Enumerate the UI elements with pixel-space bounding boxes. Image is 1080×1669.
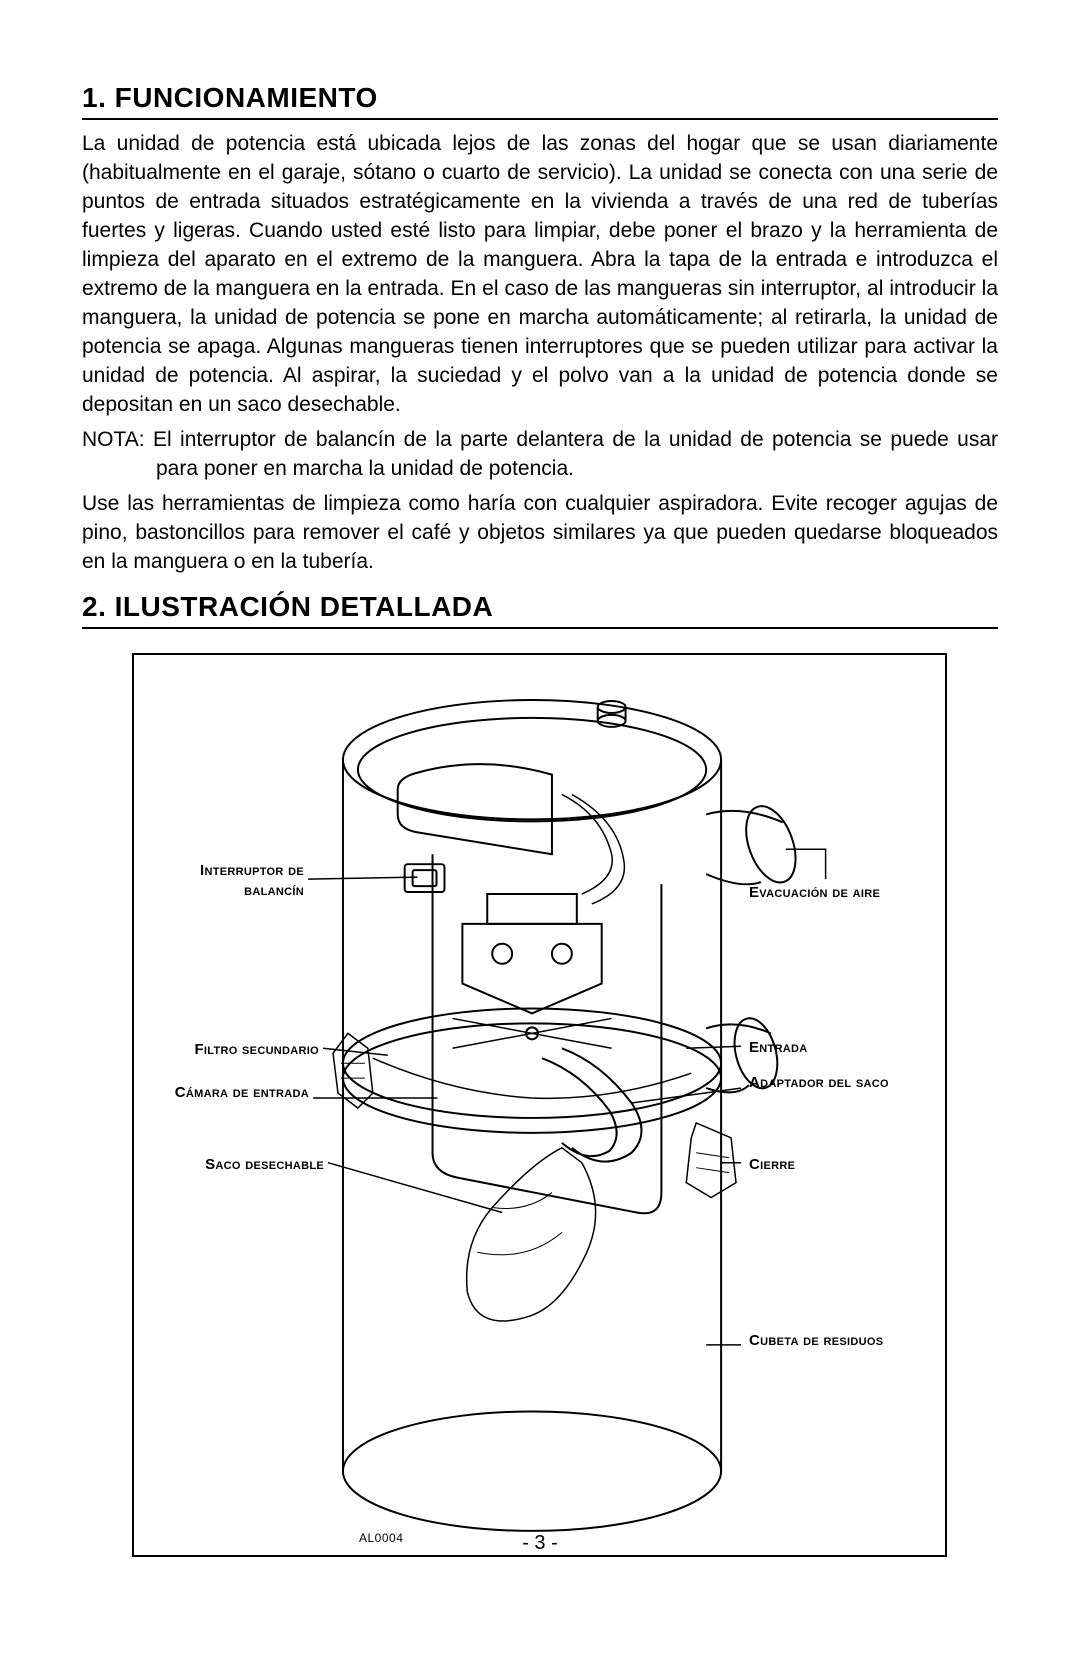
label-intake-chamber: Cámara de entrada bbox=[154, 1083, 309, 1103]
label-air-exhaust: Evacuación de aire bbox=[749, 883, 919, 903]
label-bag-adapter: Adaptador del saco bbox=[749, 1073, 899, 1093]
label-latch: Cierre bbox=[749, 1155, 899, 1175]
page-number: - 3 - bbox=[0, 1532, 1080, 1555]
label-disposable-bag: Saco desechable bbox=[154, 1155, 324, 1175]
label-debris-pail: Cubeta de residuos bbox=[749, 1331, 899, 1351]
label-secondary-filter: Filtro secundario bbox=[154, 1040, 319, 1060]
label-intake: Entrada bbox=[749, 1038, 899, 1058]
section-1-paragraph-2: Use las herramientas de limpieza como ha… bbox=[82, 490, 998, 577]
section-1-title: 1. FUNCIONAMIENTO bbox=[82, 82, 998, 120]
page-content: 1. FUNCIONAMIENTO La unidad de potencia … bbox=[82, 82, 998, 1557]
power-unit-illustration bbox=[134, 655, 945, 1555]
section-1-note: NOTA: El interruptor de balancín de la p… bbox=[82, 426, 998, 484]
illustration-frame: Interruptor de balancín Filtro secundari… bbox=[132, 653, 947, 1557]
section-1-paragraph-1: La unidad de potencia está ubicada lejos… bbox=[82, 130, 998, 420]
section-2-title: 2. ILUSTRACIÓN DETALLADA bbox=[82, 591, 998, 629]
label-rocker-switch: Interruptor de balancín bbox=[154, 861, 304, 902]
